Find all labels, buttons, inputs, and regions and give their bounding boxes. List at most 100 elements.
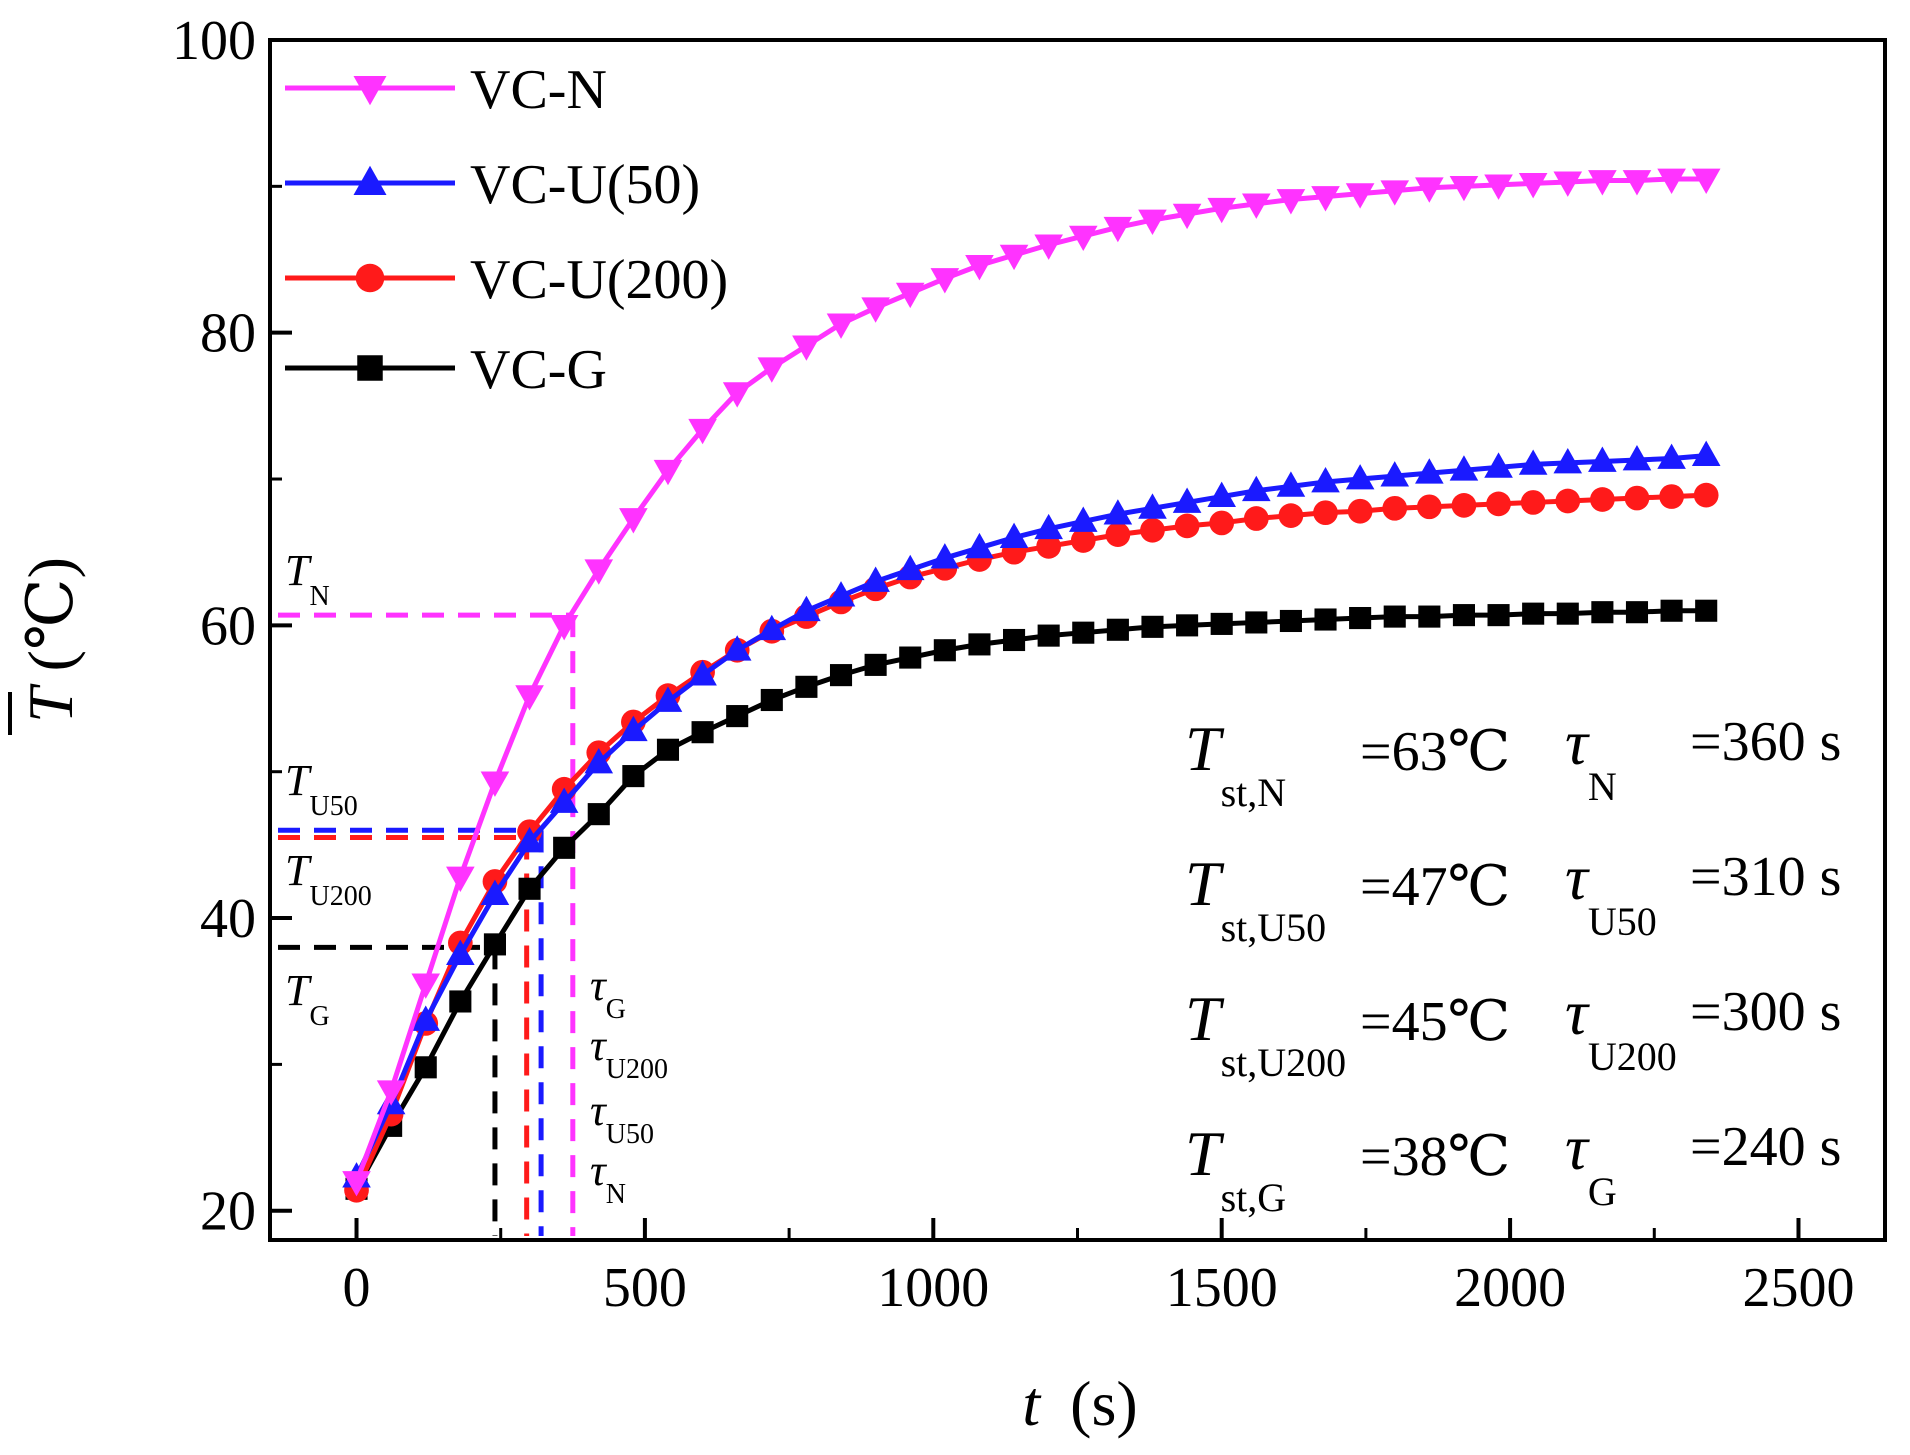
data-point <box>1657 168 1686 194</box>
data-point <box>1415 177 1444 203</box>
data-point <box>515 827 544 853</box>
annotation-T-sub: st,U50 <box>1221 905 1327 950</box>
data-point <box>933 639 956 662</box>
ref-label-tau-main: τ <box>590 1021 608 1070</box>
ref-label-tau-sub: G <box>606 994 626 1025</box>
x-axis-var: t <box>1022 1368 1042 1439</box>
data-point <box>1657 443 1686 469</box>
ref-label-sub: U50 <box>309 791 357 822</box>
series-line <box>354 176 1707 1183</box>
annotation-row-u200: Tst,U200=45℃ τU200=300 s <box>1185 977 1841 1085</box>
data-point <box>584 559 614 585</box>
data-point <box>1452 604 1475 627</box>
data-point <box>999 244 1029 271</box>
data-point <box>483 933 506 956</box>
data-point <box>1449 175 1479 202</box>
x-axis-title: t (s) <box>1022 1368 1137 1439</box>
annotation-tau-main: τ <box>1565 1112 1590 1183</box>
data-point <box>1659 484 1684 509</box>
data-point <box>584 747 614 774</box>
data-point <box>899 646 922 669</box>
data-point <box>1003 628 1026 652</box>
data-point <box>619 508 648 534</box>
x-axis-unit: (s) <box>1070 1368 1138 1439</box>
data-point <box>760 688 783 712</box>
data-point <box>795 675 818 698</box>
annotation-T-sub: st,U200 <box>1221 1040 1347 1085</box>
data-point <box>1140 517 1165 543</box>
legend-label: VC-G <box>470 339 607 401</box>
annotation-T-value: =38℃ <box>1360 1126 1510 1188</box>
data-point <box>1349 606 1372 630</box>
ref-label-T-u200: TU200 <box>285 846 372 912</box>
data-point <box>826 581 856 607</box>
data-point <box>688 418 717 445</box>
data-point <box>792 335 821 361</box>
annotation-T-sub: st,G <box>1221 1175 1287 1220</box>
ref-label-tau-u200: τU200 <box>590 1021 668 1085</box>
data-point <box>1518 449 1548 475</box>
x-tick-label: 1000 <box>877 1257 989 1319</box>
legend-item-vc-g: VC-G <box>285 339 607 401</box>
data-point <box>965 254 994 281</box>
data-point <box>515 685 544 711</box>
data-point <box>1138 209 1167 235</box>
series-vc-u-200- <box>344 482 1719 1203</box>
series-line <box>354 492 1707 1192</box>
data-point <box>1278 503 1304 528</box>
data-point <box>587 803 610 826</box>
data-point <box>1345 183 1375 209</box>
annotation-T-sub: st,N <box>1221 770 1287 815</box>
data-point <box>1036 533 1062 559</box>
data-point <box>1037 624 1060 647</box>
data-point <box>342 1171 371 1197</box>
data-point <box>895 282 925 309</box>
x-tick-label: 2000 <box>1454 1257 1566 1319</box>
ref-label-sub: U200 <box>309 881 371 912</box>
legend-item-vc-u-50-: VC-U(50) <box>285 154 700 216</box>
legend-item-vc-n: VC-N <box>285 59 607 121</box>
data-point <box>1209 510 1235 536</box>
data-point <box>549 787 579 813</box>
data-point <box>691 721 714 744</box>
data-point <box>518 877 541 900</box>
y-tick-label: 100 <box>172 10 256 72</box>
data-point <box>1210 612 1233 635</box>
ref-label-main: T <box>285 546 313 595</box>
data-point <box>861 297 890 323</box>
data-point <box>1279 609 1302 633</box>
annotation-T-main: T <box>1185 983 1225 1054</box>
data-point <box>1314 608 1337 631</box>
data-point <box>1553 171 1583 197</box>
annotation-T-label: Tst,N <box>1185 713 1286 815</box>
data-point <box>1103 216 1133 243</box>
data-point <box>414 1056 437 1079</box>
y-tick-label: 40 <box>200 888 256 950</box>
data-point <box>757 357 787 383</box>
ref-label-tau-sub: U200 <box>606 1054 668 1085</box>
data-point <box>480 879 510 906</box>
data-point <box>1138 493 1167 519</box>
data-point <box>1172 487 1202 513</box>
data-point <box>968 633 991 656</box>
y-tick-label: 80 <box>200 303 256 365</box>
data-point <box>1591 601 1614 624</box>
data-point <box>1243 506 1269 531</box>
data-point <box>1590 487 1615 512</box>
data-point <box>1242 193 1271 219</box>
annotation-T-main: T <box>1185 713 1225 784</box>
annotation-tau-label: τG <box>1565 1112 1617 1214</box>
data-point <box>446 939 475 966</box>
data-point <box>1486 491 1511 517</box>
data-point <box>1695 599 1718 622</box>
data-point <box>1380 180 1410 206</box>
y-axis-unit: (℃) <box>15 557 86 671</box>
ref-label-tau-main: τ <box>590 1146 608 1195</box>
data-point <box>1313 500 1338 526</box>
data-point <box>353 165 387 195</box>
data-point <box>1383 605 1406 628</box>
data-point <box>622 765 645 788</box>
y-axis-var: T <box>15 683 86 723</box>
data-point <box>1034 513 1063 540</box>
